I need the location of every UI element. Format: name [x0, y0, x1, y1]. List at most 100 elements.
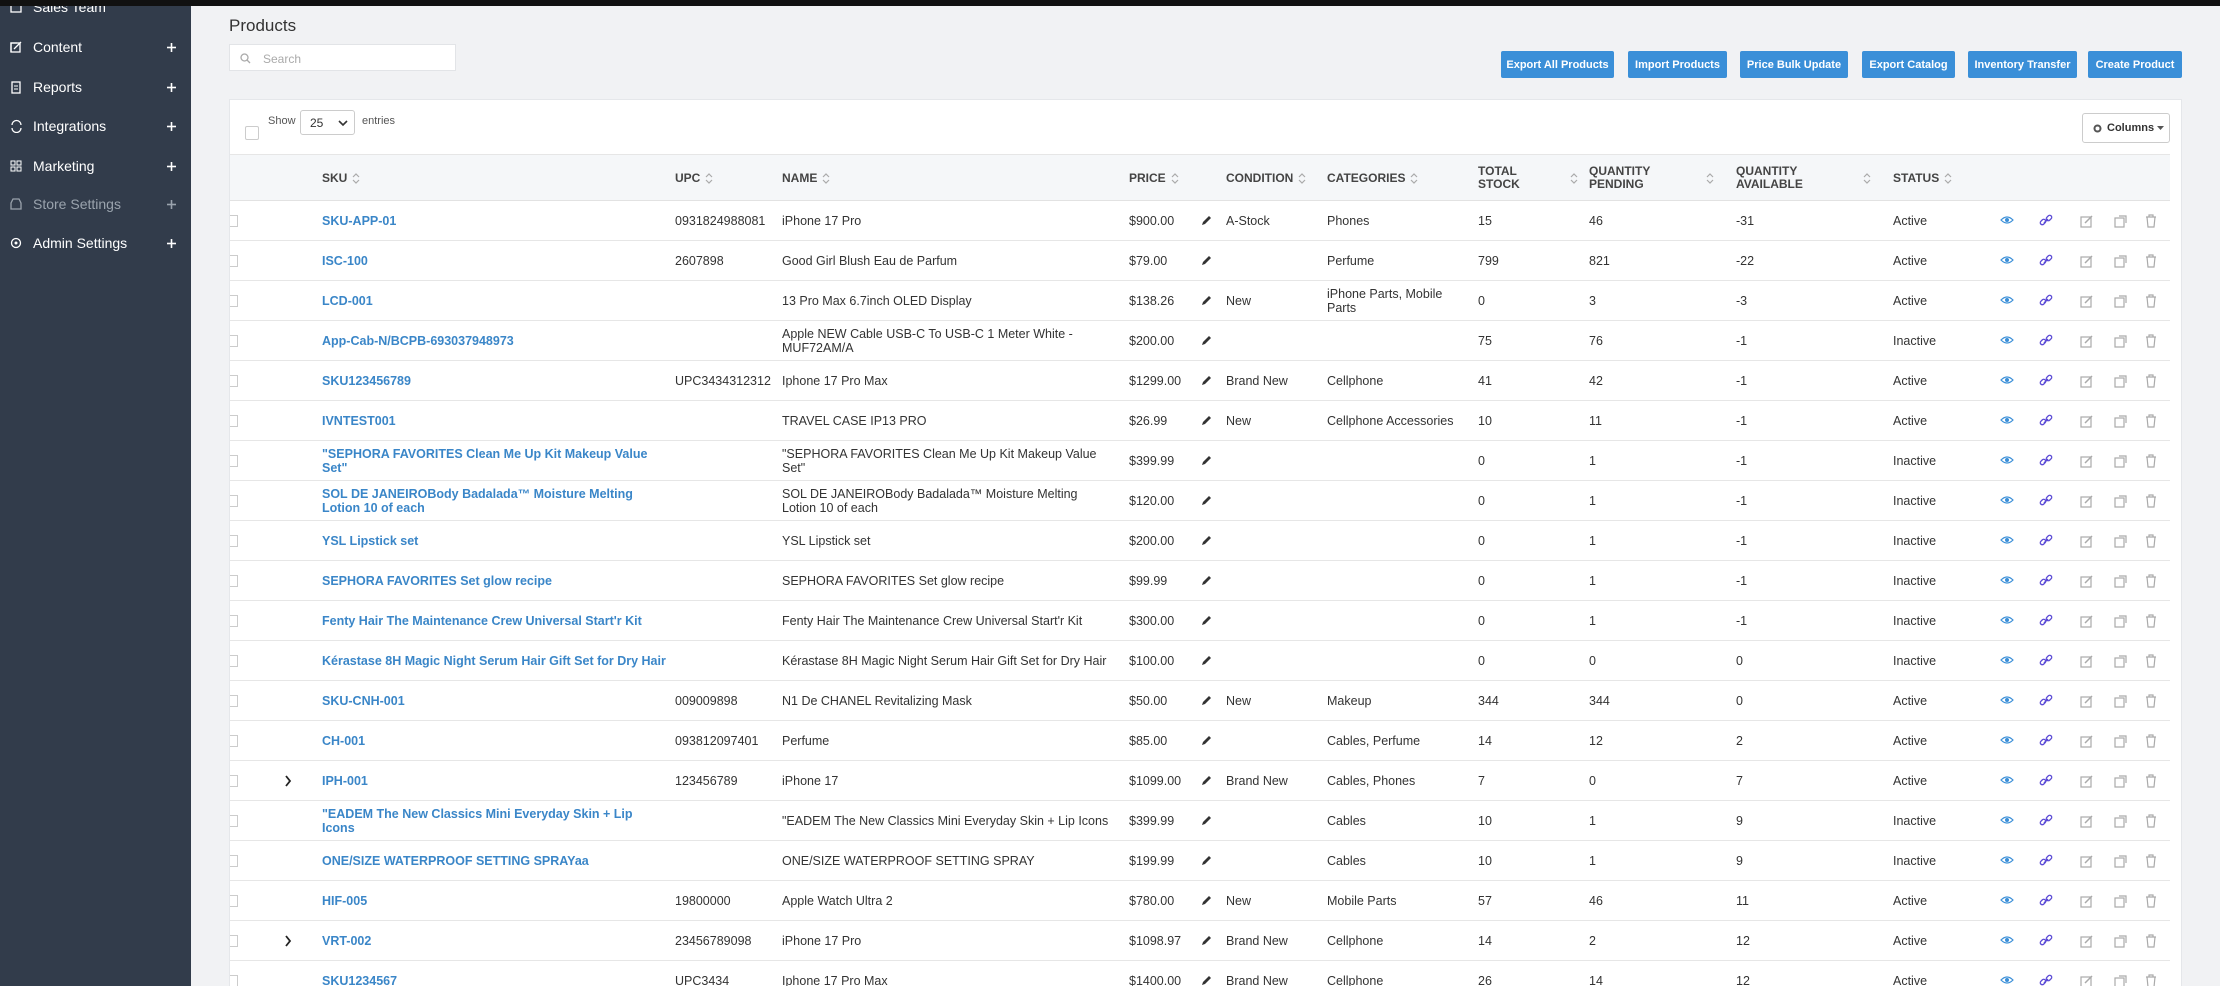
row-checkbox[interactable]	[230, 775, 238, 787]
sku-link[interactable]: IPH-001	[322, 773, 368, 788]
page-size-select[interactable]: 25	[300, 110, 355, 135]
clone-icon[interactable]	[2114, 534, 2128, 548]
expand-chevron[interactable]	[284, 775, 292, 787]
price-edit-icon[interactable]	[1201, 335, 1212, 346]
action-button[interactable]: Create Product	[2088, 51, 2182, 78]
columns-button[interactable]: Columns	[2082, 113, 2170, 143]
view-icon[interactable]	[2000, 654, 2014, 668]
clone-icon[interactable]	[2114, 254, 2128, 268]
sku-link[interactable]: LCD-001	[322, 293, 373, 308]
link-icon[interactable]	[2039, 454, 2053, 468]
sku-link[interactable]: "EADEM The New Classics Mini Everyday Sk…	[322, 806, 633, 835]
price-edit-icon[interactable]	[1201, 575, 1212, 586]
clone-icon[interactable]	[2114, 974, 2128, 986]
link-icon[interactable]	[2039, 294, 2053, 308]
edit-icon[interactable]	[2080, 454, 2094, 468]
action-button[interactable]: Import Products	[1628, 51, 1727, 78]
expand-plus[interactable]	[167, 162, 176, 171]
delete-icon[interactable]	[2144, 614, 2158, 628]
sku-link[interactable]: IVNTEST001	[322, 413, 396, 428]
view-icon[interactable]	[2000, 774, 2014, 788]
price-edit-icon[interactable]	[1201, 375, 1212, 386]
row-checkbox[interactable]	[230, 455, 238, 467]
row-checkbox[interactable]	[230, 255, 238, 267]
price-edit-icon[interactable]	[1201, 935, 1212, 946]
delete-icon[interactable]	[2144, 214, 2158, 228]
clone-icon[interactable]	[2114, 414, 2128, 428]
clone-icon[interactable]	[2114, 454, 2128, 468]
price-edit-icon[interactable]	[1201, 775, 1212, 786]
view-icon[interactable]	[2000, 694, 2014, 708]
link-icon[interactable]	[2039, 334, 2053, 348]
sku-link[interactable]: Kérastase 8H Magic Night Serum Hair Gift…	[322, 653, 666, 668]
link-icon[interactable]	[2039, 534, 2053, 548]
row-checkbox[interactable]	[230, 815, 238, 827]
delete-icon[interactable]	[2144, 374, 2158, 388]
price-edit-icon[interactable]	[1201, 535, 1212, 546]
clone-icon[interactable]	[2114, 694, 2128, 708]
column-header[interactable]: UPC	[675, 155, 713, 201]
price-edit-icon[interactable]	[1201, 975, 1212, 986]
view-icon[interactable]	[2000, 734, 2014, 748]
edit-icon[interactable]	[2080, 654, 2094, 668]
clone-icon[interactable]	[2114, 374, 2128, 388]
price-edit-icon[interactable]	[1201, 215, 1212, 226]
link-icon[interactable]	[2039, 494, 2053, 508]
price-edit-icon[interactable]	[1201, 855, 1212, 866]
row-checkbox[interactable]	[230, 695, 238, 707]
column-header[interactable]: SKU	[322, 155, 360, 201]
clone-icon[interactable]	[2114, 774, 2128, 788]
sku-link[interactable]: VRT-002	[322, 933, 372, 948]
price-edit-icon[interactable]	[1201, 815, 1212, 826]
column-header[interactable]: QUANTITY AVAILABLE	[1736, 155, 1871, 201]
view-icon[interactable]	[2000, 254, 2014, 268]
delete-icon[interactable]	[2144, 414, 2158, 428]
expand-plus[interactable]	[167, 43, 176, 52]
price-edit-icon[interactable]	[1201, 495, 1212, 506]
price-edit-icon[interactable]	[1201, 735, 1212, 746]
view-icon[interactable]	[2000, 214, 2014, 228]
row-checkbox[interactable]	[230, 735, 238, 747]
edit-icon[interactable]	[2080, 974, 2094, 986]
column-header[interactable]: TOTAL STOCK	[1478, 155, 1578, 201]
delete-icon[interactable]	[2144, 934, 2158, 948]
view-icon[interactable]	[2000, 454, 2014, 468]
delete-icon[interactable]	[2144, 814, 2158, 828]
row-checkbox[interactable]	[230, 535, 238, 547]
sidebar-item[interactable]: Reports	[33, 79, 83, 95]
sidebar-item[interactable]: Integrations	[33, 118, 107, 134]
delete-icon[interactable]	[2144, 534, 2158, 548]
edit-icon[interactable]	[2080, 254, 2094, 268]
row-checkbox[interactable]	[230, 335, 238, 347]
sku-link[interactable]: SOL DE JANEIROBody Badalada™ Moisture Me…	[322, 486, 633, 515]
delete-icon[interactable]	[2144, 494, 2158, 508]
delete-icon[interactable]	[2144, 734, 2158, 748]
link-icon[interactable]	[2039, 614, 2053, 628]
sku-link[interactable]: SKU-APP-01	[322, 213, 397, 228]
sidebar-item[interactable]: Content	[33, 39, 83, 55]
clone-icon[interactable]	[2114, 614, 2128, 628]
link-icon[interactable]	[2039, 414, 2053, 428]
delete-icon[interactable]	[2144, 574, 2158, 588]
price-edit-icon[interactable]	[1201, 655, 1212, 666]
edit-icon[interactable]	[2080, 774, 2094, 788]
column-header[interactable]: PRICE	[1129, 155, 1179, 201]
link-icon[interactable]	[2039, 774, 2053, 788]
action-button[interactable]: Price Bulk Update	[1740, 51, 1848, 78]
delete-icon[interactable]	[2144, 894, 2158, 908]
sku-link[interactable]: SKU123456789	[322, 373, 411, 388]
row-checkbox[interactable]	[230, 495, 238, 507]
clone-icon[interactable]	[2114, 934, 2128, 948]
expand-plus[interactable]	[167, 83, 176, 92]
clone-icon[interactable]	[2114, 214, 2128, 228]
link-icon[interactable]	[2039, 734, 2053, 748]
search-box[interactable]: Search	[229, 44, 456, 71]
link-icon[interactable]	[2039, 814, 2053, 828]
row-checkbox[interactable]	[230, 375, 238, 387]
clone-icon[interactable]	[2114, 574, 2128, 588]
edit-icon[interactable]	[2080, 854, 2094, 868]
action-button[interactable]: Export Catalog	[1862, 51, 1955, 78]
column-header[interactable]: CONDITION	[1226, 155, 1306, 201]
sku-link[interactable]: App-Cab-N/BCPB-693037948973	[322, 333, 514, 348]
sku-link[interactable]: SKU-CNH-001	[322, 693, 405, 708]
